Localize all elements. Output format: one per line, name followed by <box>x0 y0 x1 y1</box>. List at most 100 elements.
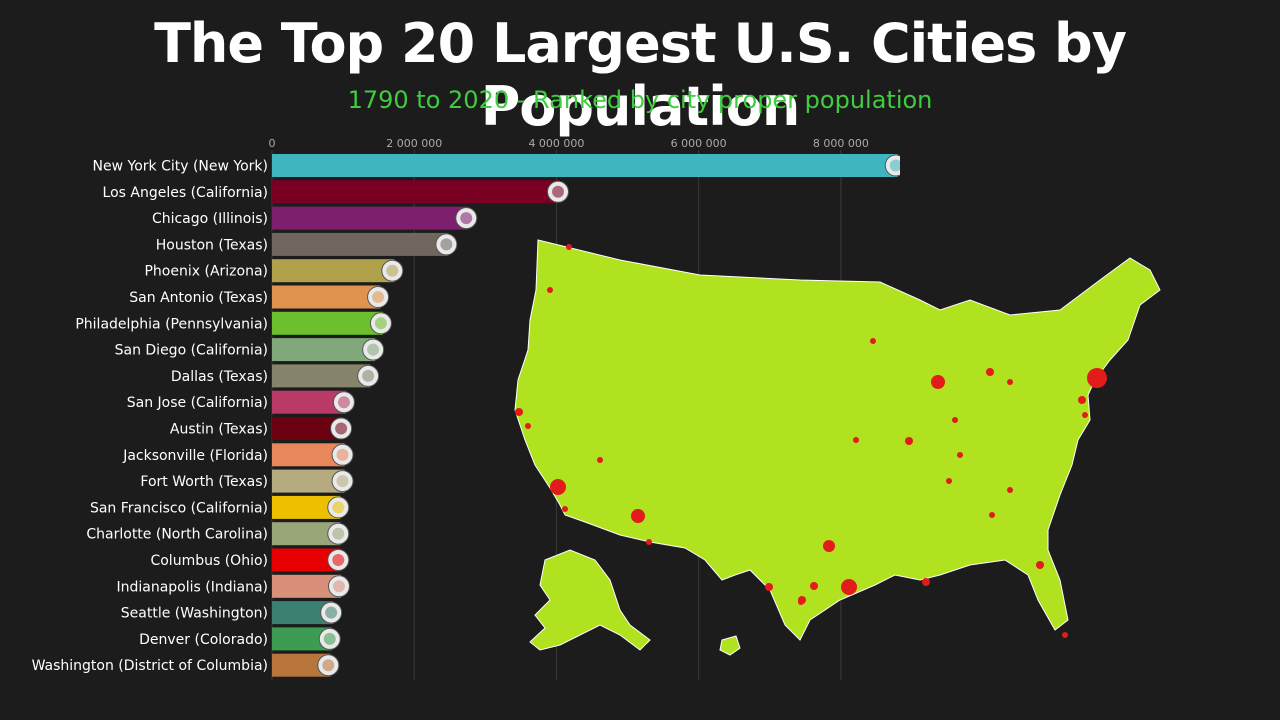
category-label: Phoenix (Arizona) <box>144 264 268 280</box>
page-subtitle: 1790 to 2020 - Ranked by city proper pop… <box>347 86 933 114</box>
us-hawaii-shape <box>719 635 741 656</box>
city-seal-inner <box>332 554 345 566</box>
bar <box>272 180 560 204</box>
city-seal-inner <box>335 422 348 435</box>
city-dot <box>823 540 835 552</box>
category-label: Los Angeles (California) <box>103 185 268 201</box>
bar <box>272 495 341 519</box>
city-dot <box>1082 412 1088 418</box>
category-label: San Antonio (Texas) <box>129 290 268 306</box>
city-seal-inner <box>889 159 900 172</box>
category-label: San Diego (California) <box>115 343 268 359</box>
bar <box>272 390 346 414</box>
category-label: Dallas (Texas) <box>171 369 268 385</box>
category-label: Columbus (Ohio) <box>150 553 268 569</box>
city-seal-inner <box>552 185 564 198</box>
bar <box>272 232 449 256</box>
category-label: Fort Worth (Texas) <box>140 474 268 490</box>
bar <box>272 417 344 440</box>
x-tick-label: 0 <box>269 137 276 150</box>
x-tick-label: 4 000 000 <box>528 137 584 150</box>
city-dot <box>1007 487 1013 493</box>
city-dots <box>515 244 1107 638</box>
us-mainland-shape <box>514 239 1161 641</box>
bar <box>272 443 345 467</box>
category-label: Austin (Texas) <box>170 422 268 438</box>
category-label: San Jose (California) <box>127 395 268 411</box>
city-dot <box>905 437 913 445</box>
city-seal-inner <box>323 632 336 645</box>
bar <box>272 548 341 572</box>
city-dot <box>562 506 568 512</box>
city-dot <box>1036 561 1044 569</box>
bar <box>272 522 341 546</box>
category-label: Philadelphia (Pennsylvania) <box>75 316 268 332</box>
city-dot <box>989 512 995 518</box>
bar <box>272 574 341 598</box>
city-seal-inner <box>374 317 387 330</box>
x-tick-label: 8 000 000 <box>813 137 869 150</box>
x-tick-label: 2 000 000 <box>386 137 442 150</box>
city-seal-inner <box>336 448 349 461</box>
category-label: Jacksonville (Florida) <box>122 448 268 464</box>
category-label: Houston (Texas) <box>156 237 268 253</box>
city-seal-inner <box>332 501 345 514</box>
us-alaska-shape <box>529 549 651 651</box>
city-seal-inner <box>322 659 335 672</box>
city-dot <box>946 478 952 484</box>
category-label: Indianapolis (Indiana) <box>116 579 268 595</box>
bar <box>272 364 371 388</box>
city-seal-inner <box>460 212 473 225</box>
bar <box>272 285 381 309</box>
city-seal-inner <box>362 369 375 382</box>
city-seal-inner <box>386 264 399 277</box>
city-dot <box>646 539 652 545</box>
city-dot <box>798 599 804 605</box>
bar-chart: 0 2 000 000 4 000 000 6 000 000 8 000 000 New… <box>32 137 900 680</box>
bar <box>272 338 376 362</box>
city-dot <box>597 457 603 463</box>
city-dot <box>765 583 773 591</box>
city-dot <box>515 408 523 416</box>
city-dot <box>986 368 994 376</box>
city-seal-inner <box>332 527 345 540</box>
city-dot <box>870 338 876 344</box>
city-dot <box>1087 368 1107 388</box>
city-dot <box>550 479 566 495</box>
city-dot <box>853 437 859 443</box>
city-seal-inner <box>440 238 453 251</box>
category-label: Charlotte (North Carolina) <box>86 527 268 543</box>
city-seal-inner <box>372 291 385 303</box>
bar <box>272 154 898 177</box>
bar <box>272 259 395 283</box>
category-label: Washington (District of Columbia) <box>32 658 268 674</box>
page-title: The Top 20 Largest U.S. Cities by Popula… <box>154 12 1127 138</box>
category-label: San Francisco (California) <box>90 500 268 516</box>
bar <box>272 601 334 625</box>
city-dot <box>525 423 531 429</box>
city-dot <box>931 375 945 389</box>
city-dot <box>547 287 553 293</box>
city-dot <box>1007 379 1013 385</box>
category-label: Seattle (Washington) <box>121 606 268 622</box>
city-dot <box>922 578 930 586</box>
category-label: Chicago (Illinois) <box>152 211 268 227</box>
bar <box>272 311 383 335</box>
city-dot <box>1078 396 1086 404</box>
bar <box>272 469 345 493</box>
city-dot <box>841 579 857 595</box>
bar <box>272 206 469 230</box>
city-seal-inner <box>337 396 350 409</box>
us-map <box>514 239 1161 656</box>
x-tick-label: 6 000 000 <box>671 137 727 150</box>
city-dot <box>566 244 572 250</box>
category-label: New York City (New York) <box>93 159 268 175</box>
city-dot <box>952 417 958 423</box>
category-label: Denver (Colorado) <box>139 632 268 648</box>
city-seal-inner <box>332 580 345 593</box>
city-dot <box>810 582 818 590</box>
city-seal-inner <box>325 606 338 619</box>
city-seal-inner <box>367 343 380 356</box>
bar <box>272 627 332 651</box>
bar <box>272 653 331 677</box>
